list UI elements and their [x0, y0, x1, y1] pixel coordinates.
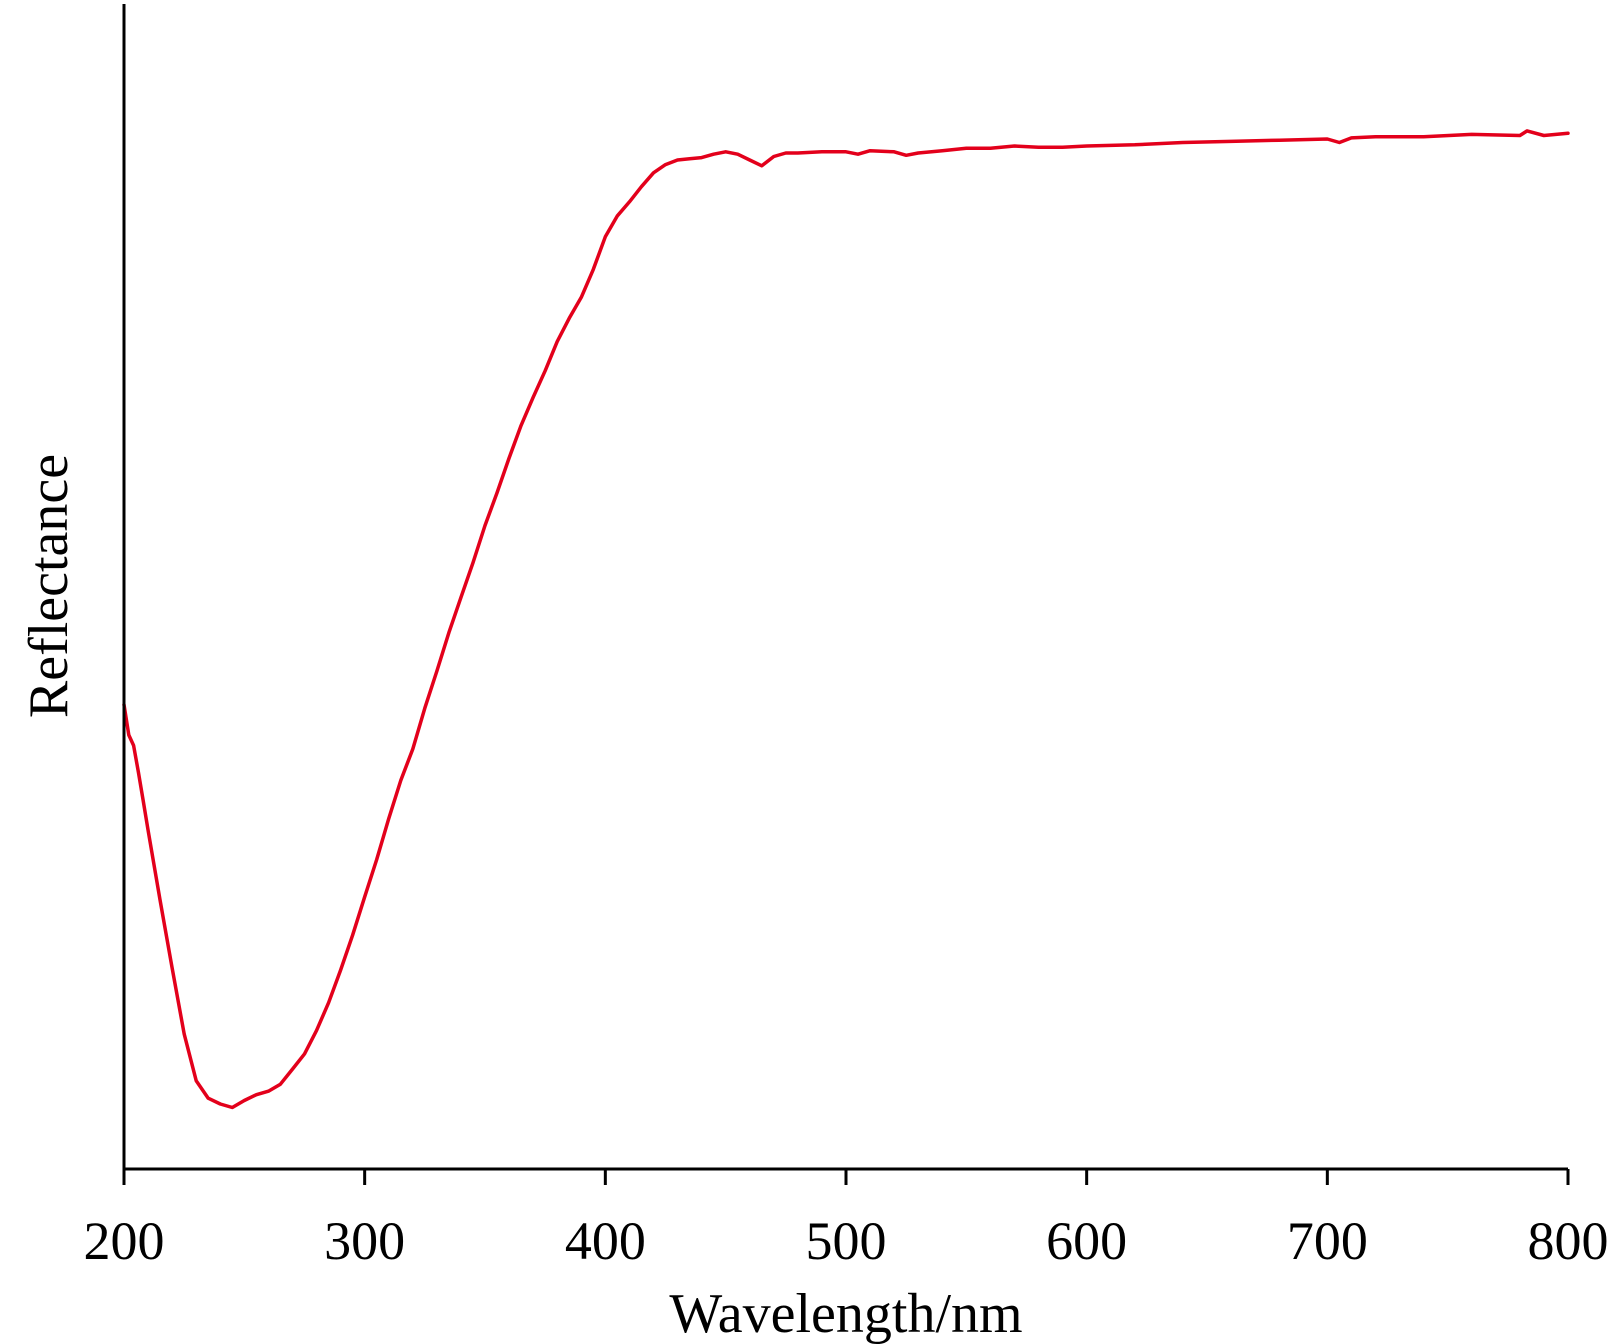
x-tick-label: 700 — [1287, 1211, 1368, 1271]
x-tick-label: 800 — [1528, 1211, 1609, 1271]
y-axis-title: Reflectance — [18, 454, 80, 718]
x-axis-title: Wavelength/nm — [669, 1283, 1022, 1344]
x-tick-label: 500 — [806, 1211, 887, 1271]
x-ticks: 200 300 400 500 600 700 800 — [84, 1169, 1609, 1271]
x-tick-label: 300 — [324, 1211, 405, 1271]
reflectance-series-line — [122, 129, 1570, 1110]
x-tick-label: 400 — [565, 1211, 646, 1271]
x-tick-label: 600 — [1046, 1211, 1127, 1271]
x-tick-label: 200 — [84, 1211, 165, 1271]
